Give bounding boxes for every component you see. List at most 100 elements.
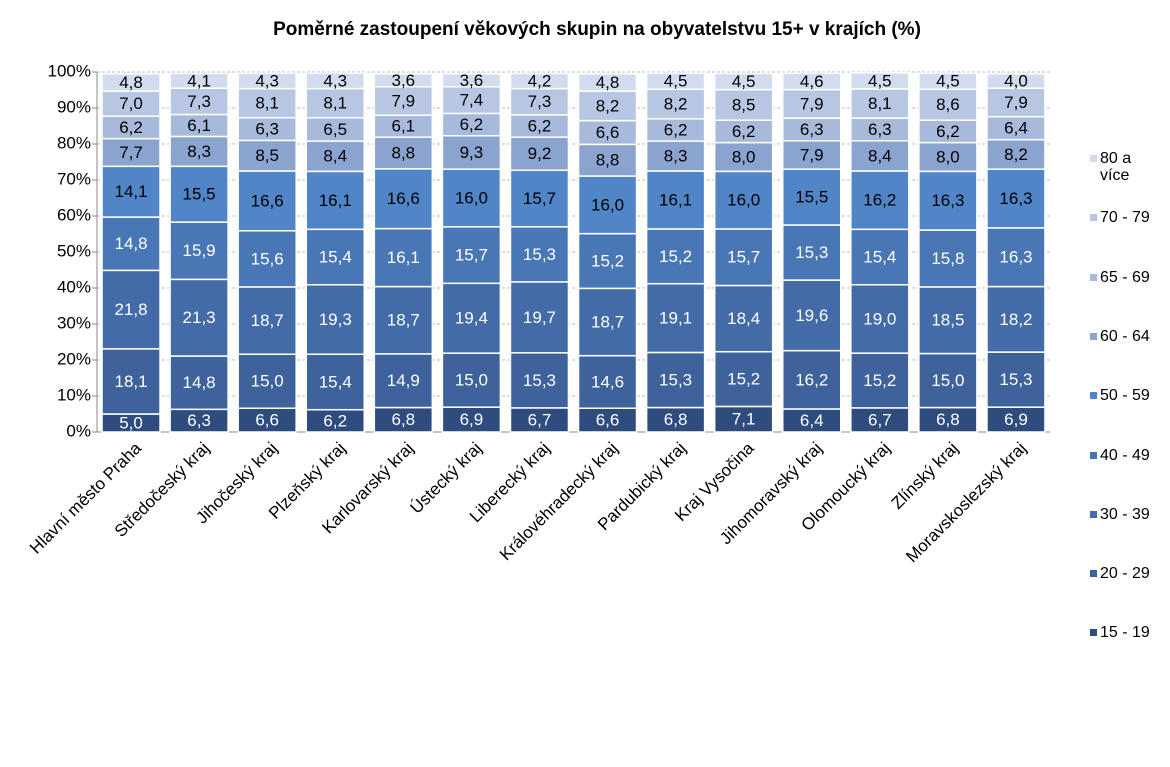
bar-segment [509, 169, 570, 228]
data-label: 8,2 [596, 96, 620, 115]
data-label: 6,3 [800, 120, 824, 139]
data-label: 15,3 [999, 370, 1032, 389]
data-label: 7,9 [392, 91, 416, 110]
legend-label: 50 - 59 [1100, 387, 1150, 405]
data-label: 15,7 [455, 246, 488, 265]
data-label: 15,3 [523, 245, 556, 264]
bar-segment [237, 353, 297, 409]
data-label: 16,0 [455, 188, 488, 207]
legend-item: 50 - 59 [1090, 387, 1160, 404]
bar-segment [986, 168, 1046, 229]
bar-segment [441, 73, 502, 88]
bar-segment [305, 284, 365, 355]
bar-segment [373, 86, 434, 116]
data-label: 4,0 [1004, 71, 1028, 90]
legend-label: 15 - 19 [1100, 624, 1150, 642]
data-label: 16,6 [387, 189, 420, 208]
data-label: 15,0 [455, 371, 488, 390]
data-label: 8,5 [732, 95, 756, 114]
legend-swatch [1090, 214, 1097, 222]
bar-segment [577, 354, 638, 409]
bar-segment [986, 138, 1046, 170]
bar-segment [237, 230, 297, 288]
data-label: 8,1 [255, 94, 279, 113]
data-label: 3,6 [392, 71, 416, 90]
data-label: 15,5 [183, 185, 216, 204]
data-label: 15,0 [931, 371, 964, 390]
data-label: 8,6 [936, 95, 960, 114]
bar-segment [577, 143, 638, 177]
bar-segment [713, 72, 774, 91]
legend-item: 80 a více [1090, 150, 1160, 184]
y-tick-label: 100% [48, 61, 91, 80]
y-tick-label: 30% [57, 313, 91, 332]
data-label: 6,4 [1004, 119, 1028, 138]
legend-label: 60 - 64 [1100, 327, 1150, 345]
data-label: 8,3 [664, 147, 688, 166]
legend-item: 60 - 64 [1090, 328, 1160, 345]
data-label: 4,2 [528, 71, 552, 90]
bar-segment [237, 72, 297, 90]
data-label: 6,2 [664, 120, 688, 139]
data-label: 8,3 [187, 142, 211, 161]
bar-segment [305, 140, 365, 173]
data-label: 7,3 [187, 92, 211, 111]
data-label: 15,2 [863, 371, 896, 390]
bar-segment [918, 88, 978, 121]
bar-segment [101, 90, 161, 118]
legend-swatch [1090, 392, 1097, 400]
data-label: 8,1 [323, 94, 347, 113]
data-label: 6,2 [732, 122, 756, 141]
data-label: 6,5 [323, 120, 347, 139]
bar-segment [169, 278, 229, 357]
y-tick-label: 70% [57, 169, 91, 188]
data-label: 7,9 [1004, 93, 1028, 112]
data-label: 15,4 [319, 248, 352, 267]
data-label: 16,0 [591, 195, 624, 214]
bar-segment [577, 175, 638, 235]
data-label: 6,1 [187, 116, 211, 135]
data-label: 4,3 [255, 71, 279, 90]
data-label: 6,3 [868, 120, 892, 139]
bar-segment [577, 90, 638, 122]
bar-segment [918, 72, 978, 91]
bar-segment [986, 87, 1046, 118]
data-label: 6,7 [528, 410, 552, 429]
data-label: 15,2 [659, 247, 692, 266]
data-label: 16,1 [319, 191, 352, 210]
data-label: 6,3 [255, 120, 279, 139]
data-label: 8,5 [255, 146, 279, 165]
data-label: 8,2 [664, 95, 688, 114]
legend-item: 30 - 39 [1090, 506, 1160, 523]
data-label: 7,3 [528, 92, 552, 111]
data-label: 9,2 [528, 144, 552, 163]
x-tick-label: Zlínský kraj [888, 439, 962, 513]
data-label: 8,2 [1004, 145, 1028, 164]
bar-segment [782, 140, 842, 170]
data-label: 4,5 [936, 72, 960, 91]
data-label: 16,3 [999, 248, 1032, 267]
data-label: 18,7 [387, 311, 420, 330]
bar-segment [986, 73, 1046, 89]
y-tick-label: 60% [57, 205, 91, 224]
data-label: 6,2 [528, 116, 552, 135]
bar-segment [101, 269, 161, 350]
bar-segment [509, 87, 570, 116]
data-label: 15,3 [659, 370, 692, 389]
data-label: 19,3 [319, 310, 352, 329]
y-tick-label: 20% [57, 349, 91, 368]
y-tick-label: 90% [57, 97, 91, 116]
bar-segment [782, 349, 842, 410]
bar-segment [782, 72, 842, 91]
bar-segment [169, 72, 229, 89]
data-label: 6,4 [800, 411, 824, 430]
data-label: 16,6 [251, 191, 284, 210]
legend-swatch [1090, 570, 1097, 578]
bar-segment [509, 407, 570, 433]
data-label: 6,6 [596, 123, 620, 142]
bar-segment [986, 227, 1046, 288]
data-label: 19,7 [523, 308, 556, 327]
bar-segment [305, 170, 365, 231]
